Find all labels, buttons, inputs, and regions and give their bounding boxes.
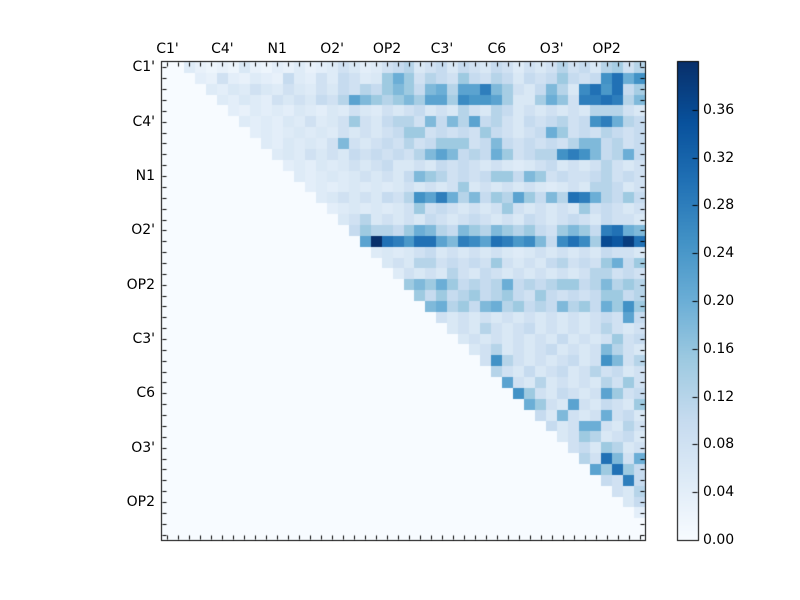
colorbar-tick-label: 0.00 [703,532,735,548]
colorbar-tick-label: 0.04 [703,484,735,501]
colorbar-tick-label: 0.24 [703,245,735,262]
y-tick-label: OP2 [126,276,155,293]
x-tick-label: OP2 [372,41,402,57]
y-tick-label: O2' [131,222,155,239]
y-tick-label: OP2 [126,493,155,510]
colorbar-tick-label: 0.32 [703,149,735,166]
colorbar-tick-label: 0.36 [703,101,735,118]
x-tick-label: OP2 [592,41,621,57]
colorbar-tick-label: 0.12 [703,388,735,405]
x-tick-label: C4' [211,41,234,57]
y-tick-label: O3' [131,439,155,456]
y-tick-label: N1 [135,168,155,185]
x-tick-label: O2' [320,41,345,57]
x-tick-label: C1' [156,41,179,57]
y-tick-label: C6 [136,385,155,402]
colorbar-tick-label: 0.08 [703,436,735,453]
colorbar-tick-label: 0.20 [703,293,735,309]
colorbar-tick-label: 0.28 [703,197,735,214]
x-tick-label: C6 [487,41,507,57]
colorbar-tick-label: 0.16 [703,340,735,357]
y-tick-label: C3' [132,331,155,348]
y-tick-label: C1' [132,59,155,76]
y-tick-label: C4' [132,113,155,130]
x-tick-label: N1 [267,41,287,57]
x-tick-label: O3' [539,41,564,57]
x-tick-label: C3' [430,41,454,57]
